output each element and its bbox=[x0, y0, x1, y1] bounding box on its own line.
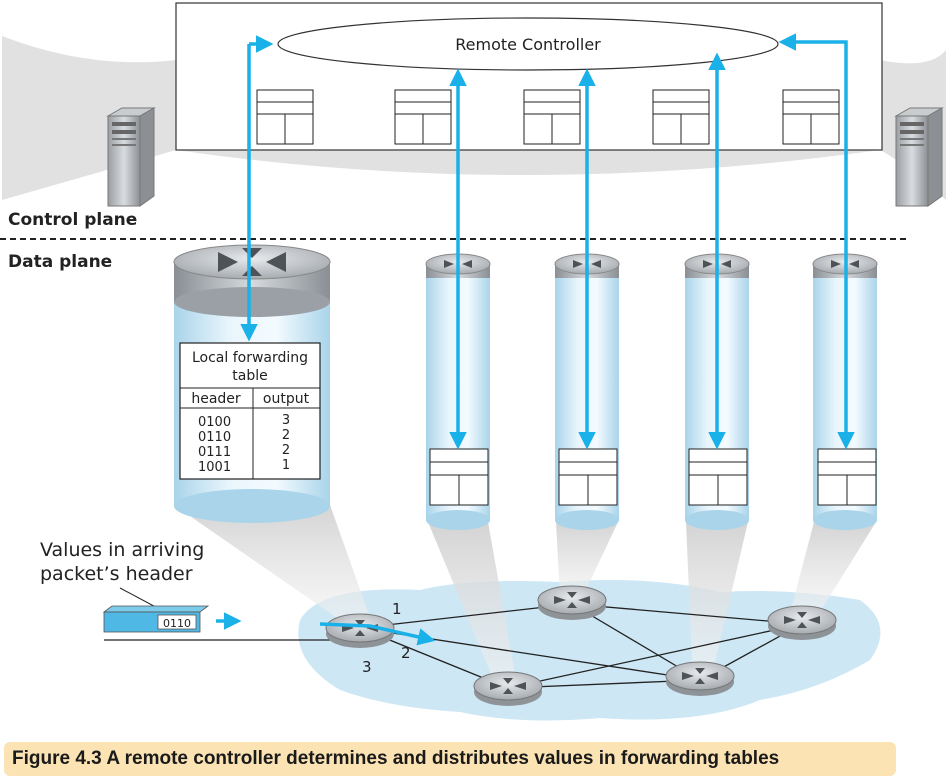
forwarding-path-arrow bbox=[319, 622, 436, 646]
figure-caption: Figure 4.3 A remote controller determine… bbox=[12, 748, 780, 769]
table-row-output: 3 bbox=[282, 413, 290, 428]
controller-table-4 bbox=[652, 89, 710, 145]
controller-table-5 bbox=[782, 89, 840, 145]
router-table-5 bbox=[817, 448, 877, 506]
table-row-header: 1001 bbox=[198, 460, 231, 475]
local-table-col-output: output bbox=[263, 391, 310, 407]
network-router-5 bbox=[767, 605, 837, 640]
packet-header-value: 0110 bbox=[163, 617, 191, 630]
table-row-header: 0111 bbox=[198, 445, 231, 460]
data-plane-label: Data plane bbox=[8, 252, 112, 272]
network-router-2 bbox=[537, 585, 607, 620]
server-icon-right bbox=[894, 107, 944, 207]
remote-controller-label: Remote Controller bbox=[455, 35, 601, 54]
controller-table-2 bbox=[394, 89, 452, 145]
packet-caption-1: Values in arriving bbox=[40, 539, 204, 561]
local-forwarding-table bbox=[179, 342, 321, 480]
router-table-3 bbox=[558, 448, 618, 506]
local-table-col-header: header bbox=[191, 391, 241, 407]
port-label-1: 1 bbox=[392, 600, 402, 618]
beam-4 bbox=[686, 522, 748, 666]
port-label-2: 2 bbox=[401, 644, 411, 662]
table-row-output: 1 bbox=[282, 458, 290, 473]
packet-icon bbox=[102, 605, 210, 633]
table-row-output: 2 bbox=[282, 428, 290, 443]
network-router-4 bbox=[665, 661, 735, 696]
port-label-3: 3 bbox=[362, 658, 372, 676]
beam-2 bbox=[428, 522, 516, 686]
control-plane-label: Control plane bbox=[8, 210, 137, 230]
controller-table-1 bbox=[256, 89, 314, 145]
packet-caption-2: packet’s header bbox=[40, 563, 193, 585]
local-table-title-2: table bbox=[232, 368, 267, 384]
router-table-4 bbox=[688, 448, 748, 506]
controller-table-3 bbox=[523, 89, 581, 145]
beam-1 bbox=[174, 505, 368, 620]
beam-5 bbox=[792, 522, 876, 612]
table-row-header: 0110 bbox=[198, 430, 231, 445]
caption-box bbox=[4, 742, 896, 776]
table-row-output: 2 bbox=[282, 443, 290, 458]
router-table-2 bbox=[429, 448, 489, 506]
remote-controller bbox=[277, 17, 779, 71]
control-arrows bbox=[216, 33, 855, 646]
beam-3 bbox=[556, 522, 618, 598]
router-icon bbox=[218, 248, 286, 276]
table-row-header: 0100 bbox=[198, 415, 231, 430]
network-router-1 bbox=[325, 613, 395, 648]
local-table-title-1: Local forwarding bbox=[192, 350, 308, 366]
network-cloud bbox=[298, 579, 881, 721]
network-router-3 bbox=[473, 671, 543, 706]
arrow-router-5 bbox=[778, 33, 855, 450]
server-icon-left bbox=[106, 107, 156, 207]
